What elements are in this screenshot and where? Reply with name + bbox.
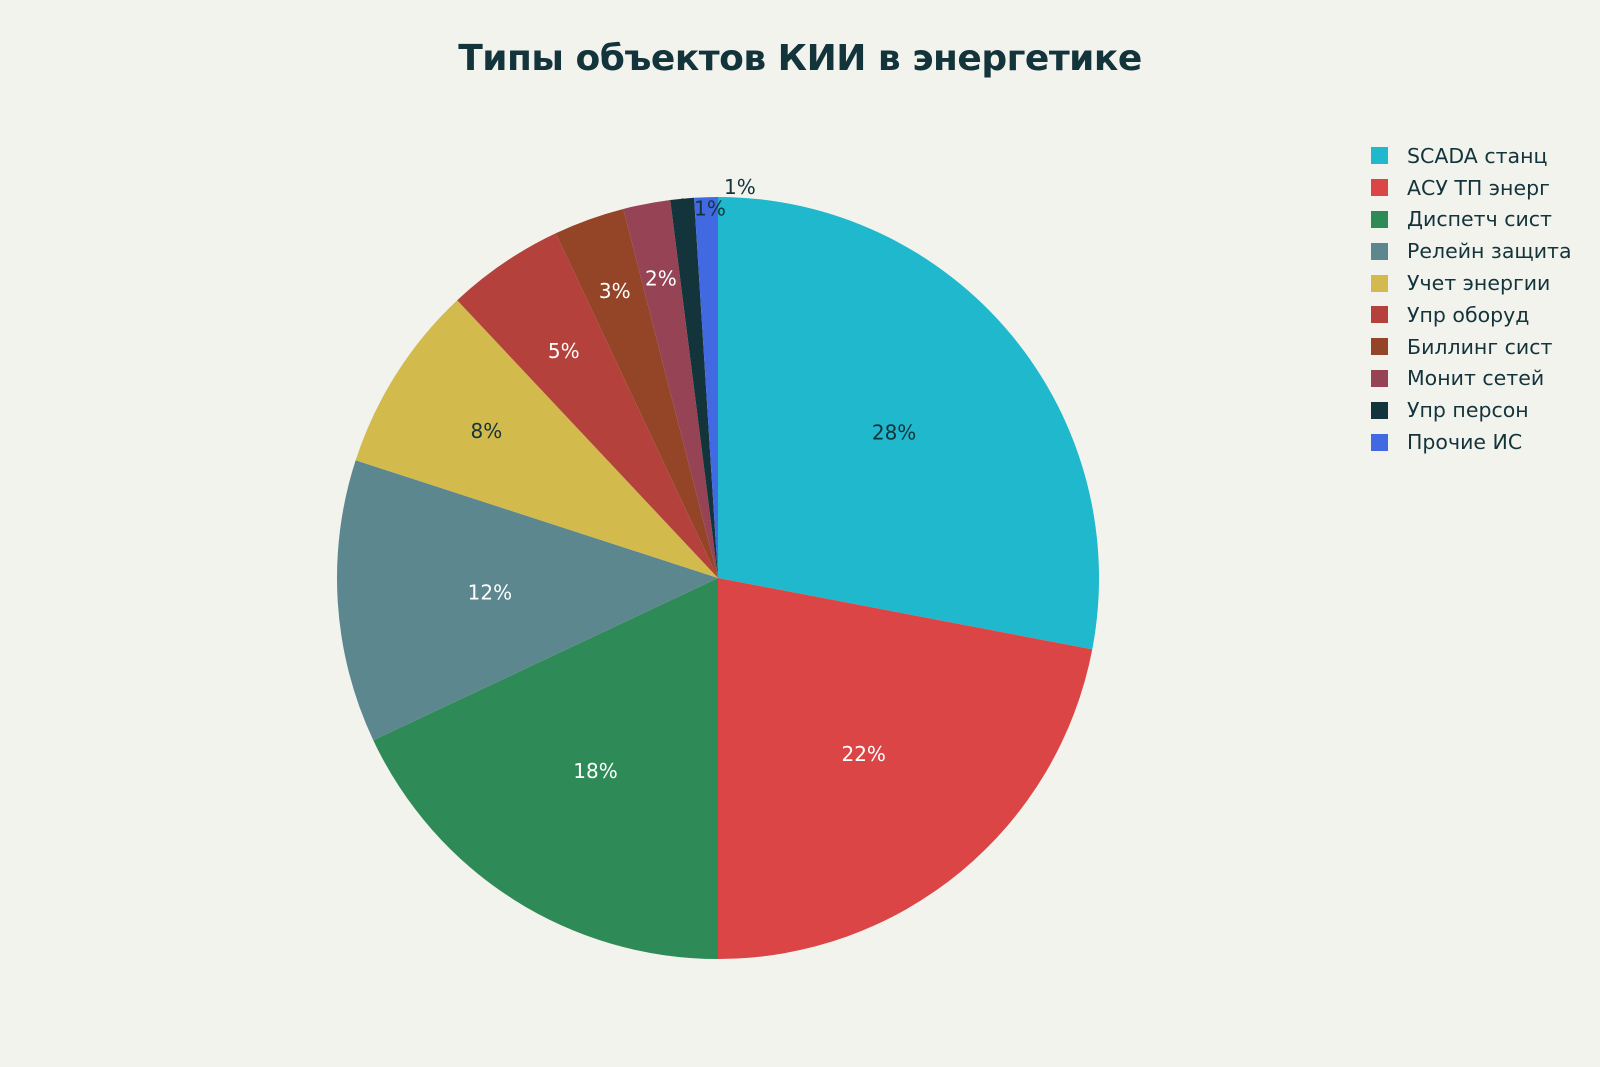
legend-swatch bbox=[1371, 147, 1388, 165]
legend-item[interactable]: Учет энергии bbox=[1371, 267, 1572, 299]
slice-percent-label: 1% bbox=[694, 197, 726, 221]
legend-item[interactable]: Релейн защита bbox=[1371, 235, 1572, 267]
legend-swatch bbox=[1371, 369, 1388, 387]
pie-slice bbox=[670, 197, 718, 578]
chart-title: Типы объектов КИИ в энергетике bbox=[458, 38, 1142, 79]
legend-label: АСУ ТП энерг bbox=[1407, 175, 1550, 200]
legend-swatch bbox=[1371, 179, 1388, 197]
pie-slice bbox=[555, 208, 718, 578]
pie-slice bbox=[373, 578, 718, 959]
pie-slice bbox=[355, 300, 718, 578]
legend-label: Биллинг сист bbox=[1407, 334, 1553, 359]
legend-swatch bbox=[1371, 242, 1388, 260]
slice-percent-label: 12% bbox=[468, 580, 512, 604]
pie-slice bbox=[718, 578, 1093, 959]
legend: SCADA станц АСУ ТП энерг Диспетч сист Релей… bbox=[1371, 140, 1572, 458]
legend-item[interactable]: Прочие ИС bbox=[1371, 426, 1572, 458]
legend-swatch bbox=[1371, 306, 1388, 324]
slice-percent-label: 22% bbox=[841, 742, 885, 766]
legend-swatch bbox=[1371, 433, 1388, 451]
legend-label: SCADA станц bbox=[1407, 143, 1548, 168]
legend-item[interactable]: SCADA станц bbox=[1371, 140, 1572, 172]
legend-item[interactable]: Монит сетей bbox=[1371, 363, 1572, 395]
slice-percent-label: 3% bbox=[599, 279, 631, 303]
legend-item[interactable]: Диспетч сист bbox=[1371, 204, 1572, 236]
slice-percent-label: 28% bbox=[872, 420, 916, 444]
pie-slice bbox=[718, 197, 1099, 650]
legend-swatch bbox=[1371, 401, 1388, 419]
legend-item[interactable]: Упр персон bbox=[1371, 394, 1572, 426]
legend-swatch bbox=[1371, 338, 1388, 356]
legend-label: Диспетч сист bbox=[1407, 207, 1553, 232]
pie-slices bbox=[337, 197, 1099, 959]
slice-percent-label: 1% bbox=[724, 175, 756, 199]
legend-item[interactable]: АСУ ТП энерг bbox=[1371, 172, 1572, 204]
pie-slice bbox=[694, 197, 718, 578]
legend-label: Упр оборуд bbox=[1407, 302, 1530, 327]
pie-slice-labels: 28% 22% 18% 12% 8% 5% 3% 2% 1%1% bbox=[468, 175, 917, 783]
slice-percent-label: 8% bbox=[471, 419, 503, 443]
slice-leader-line bbox=[681, 198, 693, 208]
pie-slice bbox=[457, 233, 718, 578]
pie-slice bbox=[623, 200, 718, 578]
slice-percent-label: 5% bbox=[548, 339, 580, 363]
legend-label: Учет энергии bbox=[1407, 271, 1551, 296]
legend-label: Упр персон bbox=[1407, 398, 1529, 423]
legend-swatch bbox=[1371, 274, 1388, 292]
legend-swatch bbox=[1371, 210, 1388, 228]
slice-percent-label: 2% bbox=[645, 267, 677, 291]
legend-item[interactable]: Биллинг сист bbox=[1371, 331, 1572, 363]
legend-label: Монит сетей bbox=[1407, 366, 1545, 391]
legend-label: Прочие ИС bbox=[1407, 430, 1523, 455]
legend-label: Релейн защита bbox=[1407, 239, 1572, 264]
pie-slice bbox=[337, 460, 718, 741]
slice-percent-label: 18% bbox=[573, 759, 617, 783]
legend-item[interactable]: Упр оборуд bbox=[1371, 299, 1572, 331]
